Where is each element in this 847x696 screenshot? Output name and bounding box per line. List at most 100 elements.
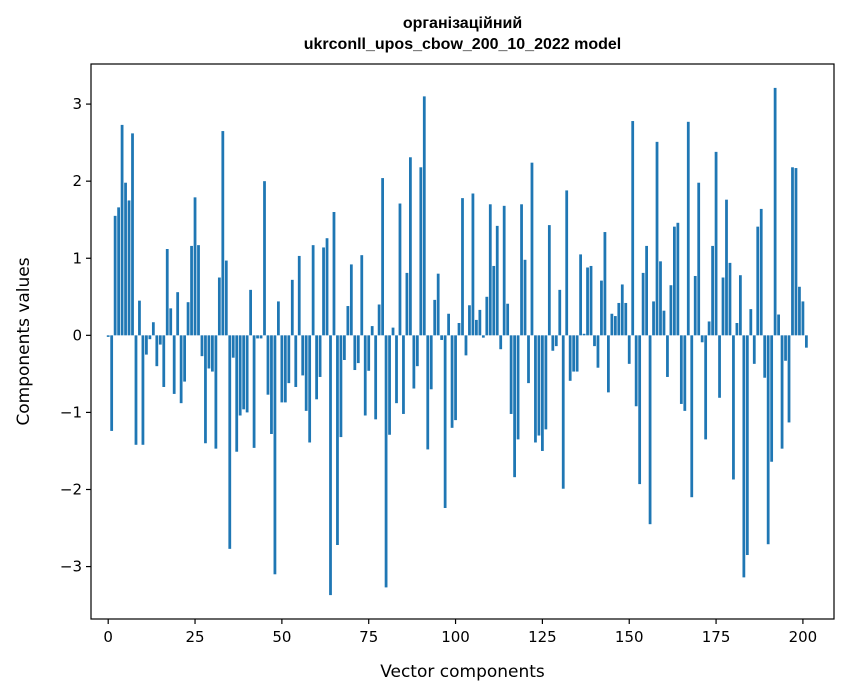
bar <box>669 285 673 336</box>
bar <box>294 335 298 387</box>
bar <box>388 335 391 435</box>
x-tick-label: 150 <box>615 628 644 646</box>
bar <box>336 335 339 545</box>
bar <box>304 335 308 411</box>
bar <box>659 261 662 336</box>
bar <box>422 96 426 336</box>
bar <box>527 335 530 384</box>
bar <box>798 286 801 336</box>
bar <box>443 335 447 508</box>
bar <box>478 309 482 336</box>
bar <box>471 193 475 336</box>
bar <box>270 335 273 434</box>
x-tick-label: 75 <box>359 628 378 646</box>
bar <box>752 335 756 364</box>
bar <box>481 335 485 338</box>
bar <box>374 335 378 420</box>
bar <box>228 335 232 549</box>
bar <box>700 335 704 343</box>
bar <box>697 182 701 336</box>
bar <box>780 335 784 449</box>
bar <box>204 335 207 444</box>
bar <box>787 335 791 423</box>
bar <box>440 335 444 340</box>
x-tick-label: 100 <box>441 628 470 646</box>
bar <box>384 335 388 588</box>
bar <box>381 178 384 336</box>
bar <box>676 222 680 336</box>
bar <box>541 335 544 451</box>
bar <box>773 87 777 336</box>
bar <box>287 335 291 384</box>
bar <box>277 301 280 336</box>
bar <box>666 335 669 377</box>
bar <box>280 335 284 403</box>
bar <box>756 226 760 336</box>
bar <box>516 335 520 440</box>
bar <box>409 157 412 336</box>
bar <box>672 226 676 336</box>
bar <box>686 121 690 336</box>
bar <box>631 121 635 336</box>
bar <box>235 335 239 452</box>
bar <box>349 264 353 336</box>
bar <box>575 335 579 372</box>
bar <box>211 335 214 372</box>
y-tick-label: −2 <box>60 481 82 499</box>
bar <box>613 316 617 336</box>
chart-title-line: організаційний <box>403 15 522 32</box>
bar <box>547 225 551 336</box>
bar <box>141 335 145 445</box>
bar <box>117 207 121 336</box>
bar <box>231 335 235 358</box>
bar <box>485 296 489 336</box>
bar <box>502 205 506 336</box>
bar <box>683 335 687 411</box>
bar <box>398 203 402 336</box>
bar <box>777 314 780 336</box>
bar <box>436 273 440 336</box>
bar <box>415 335 419 367</box>
bar <box>534 335 537 443</box>
bar <box>308 335 312 443</box>
y-axis: −3 −2 −1 0 1 2 3 <box>60 95 91 576</box>
bar <box>252 335 256 448</box>
bar <box>395 335 398 404</box>
bar <box>158 335 162 345</box>
bar <box>155 335 159 367</box>
bar <box>791 167 794 336</box>
y-tick-label: −3 <box>60 558 82 576</box>
bar <box>794 168 798 336</box>
bar <box>738 275 742 336</box>
bar <box>488 204 492 336</box>
x-axis: 0 25 50 75 100 125 150 175 200 <box>103 619 817 646</box>
bar <box>554 335 558 347</box>
bar <box>318 335 322 377</box>
bar <box>506 303 510 336</box>
bar <box>259 335 263 339</box>
bar <box>759 208 763 336</box>
bar <box>464 335 468 356</box>
bar <box>176 292 180 336</box>
bar <box>426 335 430 450</box>
bar <box>749 309 753 336</box>
bar <box>801 301 805 336</box>
bar <box>475 319 478 336</box>
bar <box>714 151 718 336</box>
bar <box>169 308 173 336</box>
y-tick-label: 0 <box>72 326 82 344</box>
bar <box>693 275 697 336</box>
bar <box>151 322 155 336</box>
bar <box>256 335 259 339</box>
bar <box>179 335 183 404</box>
y-tick-label: 1 <box>72 249 82 267</box>
bar <box>582 333 586 336</box>
bar <box>634 335 638 407</box>
bar <box>325 238 329 336</box>
x-axis-label: Vector components <box>380 662 545 682</box>
bar <box>704 335 708 440</box>
bar <box>131 133 134 336</box>
bar <box>249 289 253 336</box>
bar <box>461 198 464 336</box>
